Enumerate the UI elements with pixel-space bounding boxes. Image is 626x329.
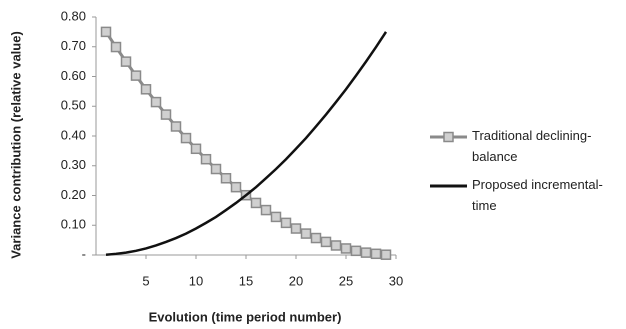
y-tick-label: 0.70 <box>61 38 86 53</box>
y-tick-label: 0.20 <box>61 187 86 202</box>
series-line <box>105 31 388 256</box>
marker <box>210 163 222 175</box>
marker <box>290 223 302 234</box>
y-tick-label: 0.40 <box>61 127 86 142</box>
legend-label-line: Traditional declining- <box>472 128 591 143</box>
legend-label-line: time <box>472 198 497 213</box>
legend-marker <box>443 131 454 143</box>
marker <box>350 245 362 257</box>
marker <box>320 236 332 248</box>
marker <box>310 232 322 244</box>
marker <box>180 132 192 144</box>
y-tick-label: 0.30 <box>61 157 86 172</box>
marker <box>150 96 162 108</box>
legend-label: Proposed incremental-time <box>472 177 603 213</box>
x-tick-label: 30 <box>389 273 403 288</box>
y-tick-label: 0.60 <box>61 68 86 83</box>
marker <box>230 181 242 193</box>
marker <box>200 153 212 165</box>
marker <box>250 197 262 209</box>
marker <box>330 240 342 251</box>
legend-label: Traditional declining-balance <box>472 128 591 164</box>
y-tick-label: 0.10 <box>61 217 86 232</box>
x-tick-label: 15 <box>239 273 253 288</box>
legend-label-line: balance <box>472 149 518 164</box>
marker <box>130 70 142 81</box>
marker <box>190 143 202 155</box>
marker <box>300 228 312 239</box>
marker <box>220 172 232 184</box>
x-tick-label: 5 <box>142 273 149 288</box>
x-tick-label: 10 <box>189 273 203 288</box>
marker <box>170 121 182 132</box>
marker <box>160 109 172 120</box>
marker <box>340 243 352 254</box>
marker <box>100 26 112 38</box>
marker <box>370 248 382 260</box>
marker <box>140 84 152 95</box>
x-tick-label: 20 <box>289 273 303 288</box>
marker <box>280 217 292 229</box>
series-line <box>104 31 387 257</box>
marker <box>260 204 272 216</box>
x-axis-title: Evolution (time period number) <box>149 309 342 324</box>
y-tick-label: 0.50 <box>61 98 86 113</box>
marker <box>270 211 282 223</box>
marker <box>120 56 132 67</box>
marker <box>110 41 122 53</box>
legend-label-line: Proposed incremental- <box>472 177 603 192</box>
y-axis-title: Variance contribution (relative value) <box>8 31 23 259</box>
marker <box>360 247 372 258</box>
y-tick-label: 0.80 <box>61 8 86 23</box>
y-tick-label: - <box>82 246 86 261</box>
x-tick-label: 25 <box>339 273 353 288</box>
marker <box>380 249 392 260</box>
